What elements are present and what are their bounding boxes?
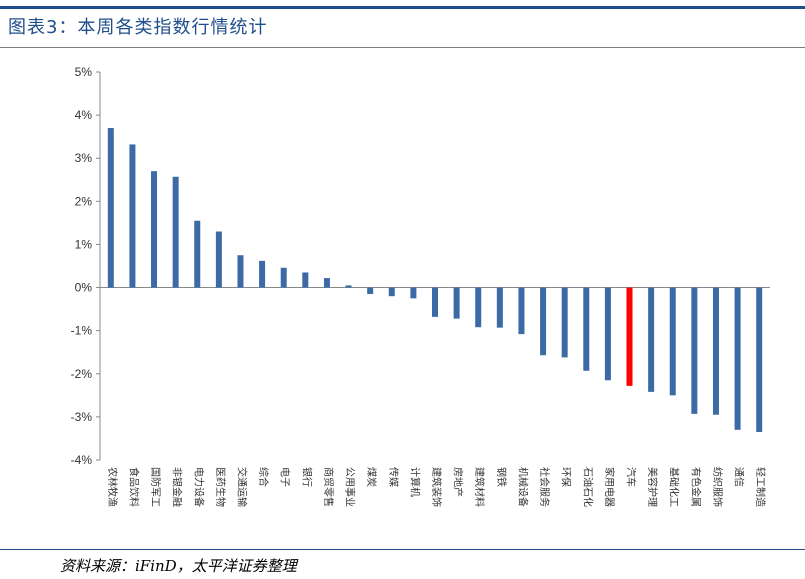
bar-23 <box>604 287 611 381</box>
category-label: 电力设备 <box>192 467 205 507</box>
category-label: 国防军工 <box>149 467 162 507</box>
bar-16 <box>453 287 460 319</box>
category-label: 建筑装饰 <box>430 467 443 507</box>
category-label: 环保 <box>560 467 573 487</box>
category-label: 汽车 <box>625 467 638 487</box>
y-tick-label: -3% <box>71 410 93 424</box>
bar-5 <box>215 231 222 288</box>
category-label: 建筑材料 <box>473 467 486 507</box>
bar-6 <box>237 255 244 288</box>
bar-21 <box>561 287 568 358</box>
bottom-rule <box>0 549 805 550</box>
category-label: 医药生物 <box>214 467 227 507</box>
y-tick-label: -2% <box>71 367 93 381</box>
bar-26 <box>669 287 676 396</box>
category-label: 房地产 <box>452 467 465 497</box>
bar-13 <box>388 287 395 297</box>
bars <box>107 128 763 432</box>
category-label: 石油石化 <box>581 467 594 507</box>
bar-4 <box>194 220 201 288</box>
category-label: 机械设备 <box>516 467 529 507</box>
category-label: 农林牧渔 <box>106 467 119 507</box>
bar-29 <box>734 287 741 430</box>
category-label: 非银金融 <box>171 467 184 507</box>
category-label: 美容护理 <box>646 467 659 507</box>
axes: 5% 4% 3% 2% 1% 0% -1% -2% -3% -4% <box>71 65 770 467</box>
y-tick-label: -1% <box>71 324 93 338</box>
bar-9 <box>302 272 309 288</box>
bar-17 <box>475 287 482 328</box>
bar-20 <box>540 287 547 356</box>
bar-8 <box>280 267 287 288</box>
category-label: 家用电器 <box>603 467 616 507</box>
category-label: 计算机 <box>408 467 421 497</box>
bar-7 <box>259 260 266 288</box>
bar-11 <box>345 285 352 288</box>
category-label: 基础化工 <box>668 467 681 507</box>
category-label: 通信 <box>733 467 745 487</box>
y-tick-label: 3% <box>75 151 93 165</box>
y-tick-label: 0% <box>75 281 93 295</box>
category-label: 社会服务 <box>538 467 551 507</box>
bar-25 <box>648 287 655 392</box>
bar-1 <box>129 144 136 288</box>
bar-28 <box>712 287 719 415</box>
bar-22 <box>583 287 590 371</box>
bar-10 <box>323 278 330 288</box>
category-label: 有色金属 <box>689 467 702 507</box>
category-label: 商贸零售 <box>322 467 335 507</box>
category-label: 电子 <box>279 467 292 487</box>
source-note: 资料来源：iFinD，太平洋证券整理 <box>60 557 297 575</box>
bar-15 <box>432 287 438 317</box>
bar-30 <box>756 287 763 432</box>
category-label: 食品饮料 <box>127 467 140 507</box>
bar-14 <box>410 287 417 299</box>
y-tick-label: 1% <box>75 237 93 251</box>
y-tick-label: 2% <box>75 194 93 208</box>
bar-3 <box>172 176 179 288</box>
bar-2 <box>151 171 158 288</box>
category-label: 综合 <box>257 467 270 487</box>
bar-24 <box>626 287 633 386</box>
category-label: 煤炭 <box>365 467 378 487</box>
category-label: 公用事业 <box>344 467 357 507</box>
category-label: 交通运输 <box>235 467 248 507</box>
bar-18 <box>496 287 503 328</box>
bar-27 <box>691 287 698 414</box>
bar-0 <box>107 128 114 288</box>
category-label: 轻工制造 <box>754 467 767 507</box>
chart-title: 图表3：本周各类指数行情统计 <box>8 17 268 38</box>
title-top-rule <box>0 6 805 9</box>
y-tick-label: 5% <box>75 65 93 79</box>
bar-chart: 5% 4% 3% 2% 1% 0% -1% -2% -3% -4% 农林牧渔 食品饮料 国防军工 非银金… <box>71 65 770 507</box>
y-tick-label: 4% <box>75 108 93 122</box>
y-tick-label: -4% <box>71 453 93 467</box>
title-underline <box>0 47 805 48</box>
category-label: 钢铁 <box>495 467 508 487</box>
category-label: 传媒 <box>387 467 399 487</box>
category-labels: 农林牧渔 食品饮料 国防军工 非银金融 电力设备 医药生物 交通运输 综合 电子 银行 商贸零售 公用… <box>106 467 767 507</box>
bar-19 <box>518 287 525 335</box>
bar-12 <box>367 287 374 295</box>
category-label: 银行 <box>300 467 313 487</box>
category-label: 纺织服饰 <box>711 467 724 507</box>
